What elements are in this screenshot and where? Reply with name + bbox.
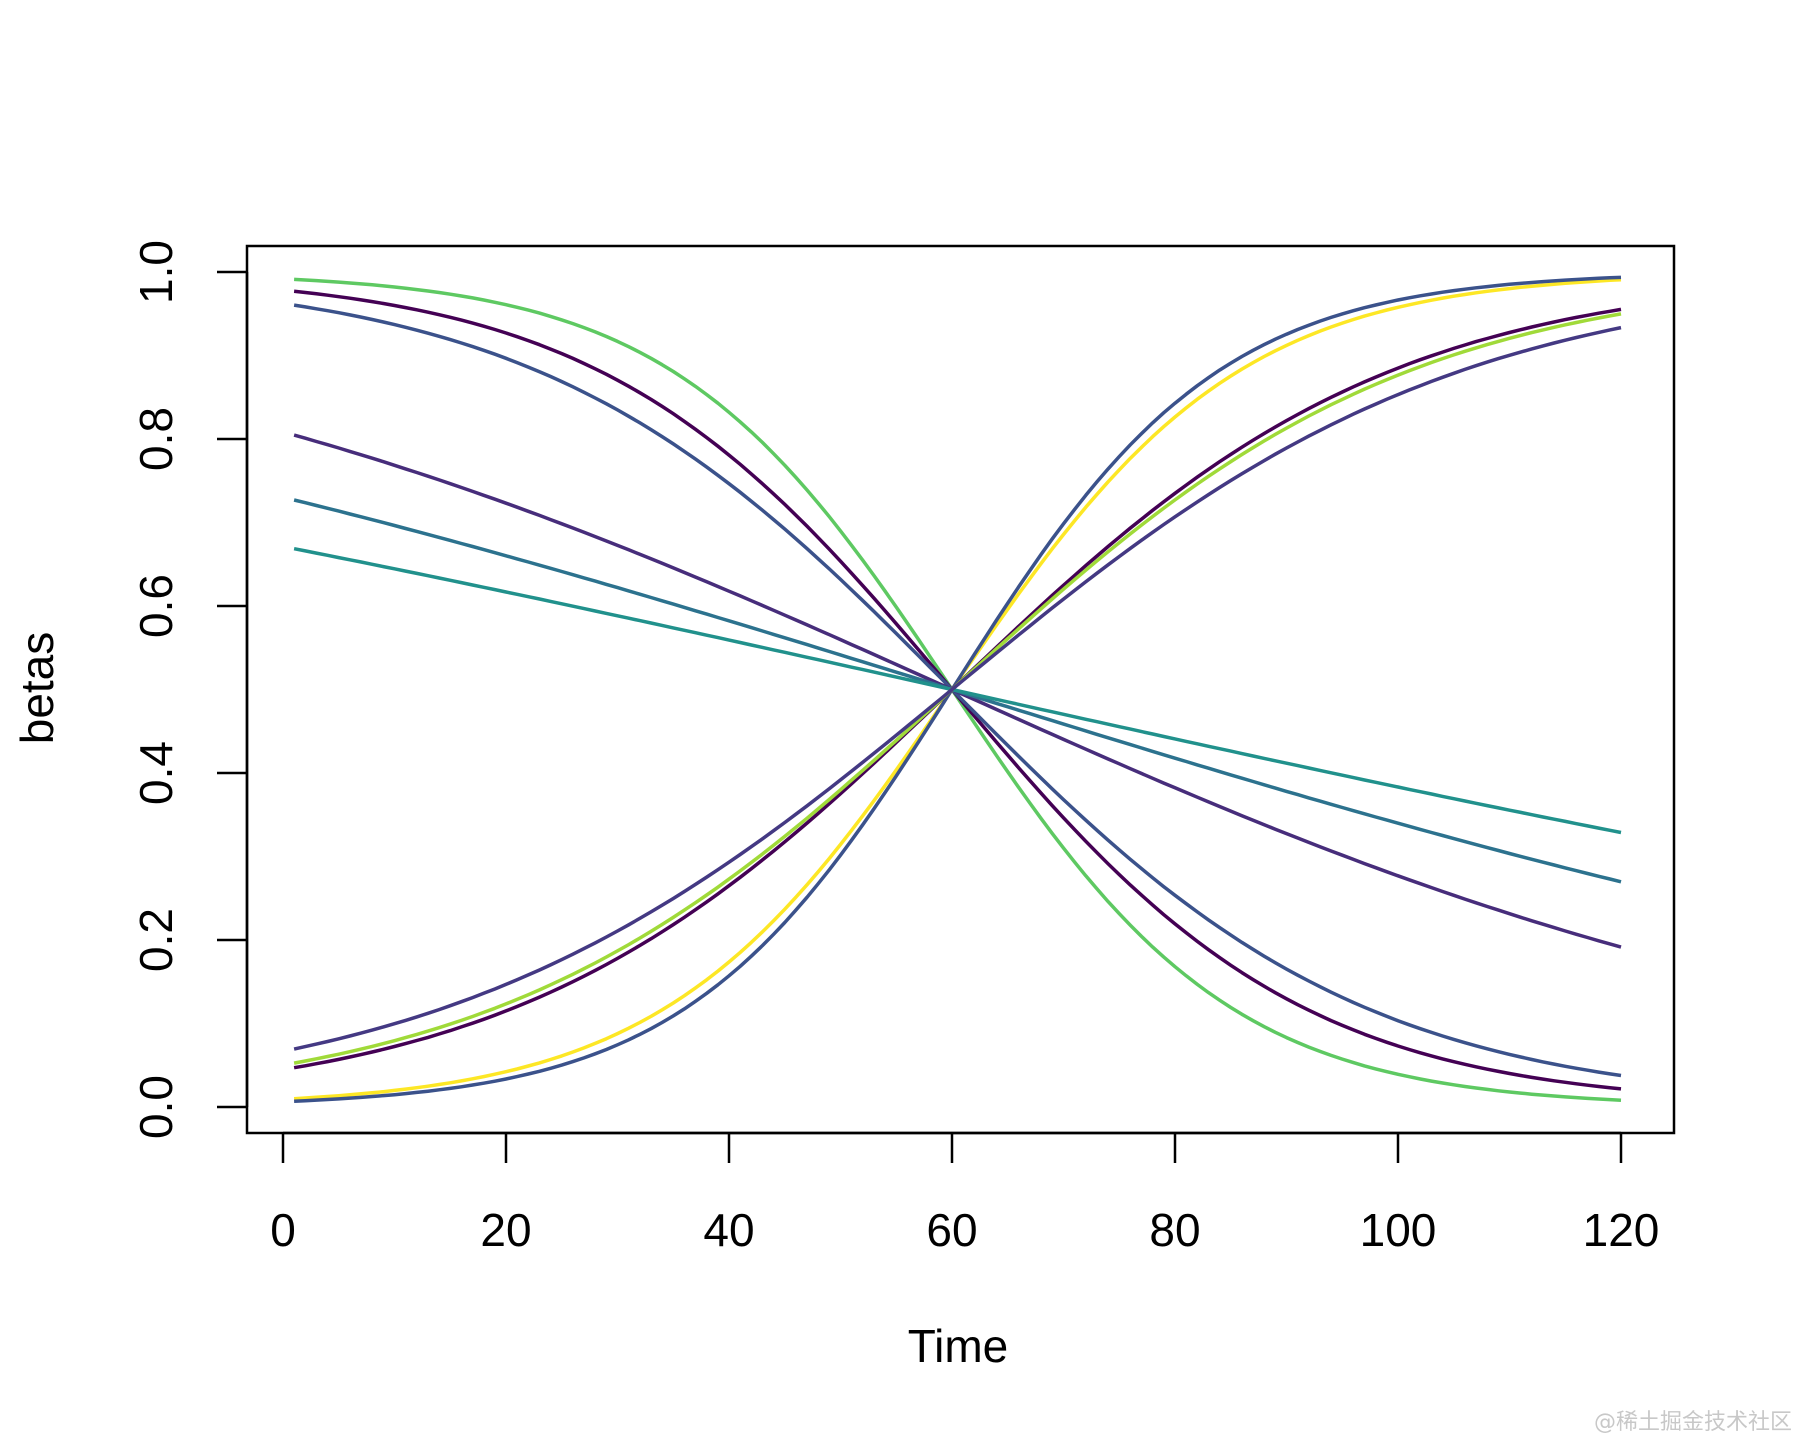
watermark: @稀土掘金技术社区 xyxy=(1593,1410,1792,1435)
series-line-increasing-2 xyxy=(294,275,1622,1103)
y-tick-label: 0.0 xyxy=(130,1075,182,1139)
y-tick-label: 0.6 xyxy=(130,574,182,638)
series-line-increasing-4 xyxy=(293,312,1622,1065)
y-tick-label: 0.2 xyxy=(130,908,182,972)
x-axis: 0 20 40 60 80 100 120 xyxy=(270,1131,1660,1256)
y-tick-label: 1.0 xyxy=(130,240,182,304)
x-tick-label: 80 xyxy=(1149,1204,1200,1256)
y-tick-label: 0.4 xyxy=(130,741,182,805)
series-line-decreasing-3 xyxy=(293,303,1622,1078)
x-tick-label: 100 xyxy=(1360,1204,1437,1256)
x-axis-label: Time xyxy=(908,1320,1009,1372)
series-line-decreasing-6 xyxy=(293,546,1622,835)
y-axis: 0.0 0.2 0.4 0.6 0.8 1.0 xyxy=(130,240,249,1139)
y-tick-label: 0.8 xyxy=(130,407,182,471)
series-layer xyxy=(293,275,1622,1103)
x-tick-label: 20 xyxy=(480,1204,531,1256)
series-line-increasing-3 xyxy=(293,307,1622,1070)
x-tick-label: 40 xyxy=(703,1204,754,1256)
series-line-increasing-5 xyxy=(293,325,1622,1051)
x-tick-label: 120 xyxy=(1583,1204,1660,1256)
y-axis-label: betas xyxy=(11,632,63,745)
x-tick-label: 0 xyxy=(270,1204,296,1256)
x-tick-label: 60 xyxy=(926,1204,977,1256)
plot-frame xyxy=(245,244,1676,1135)
